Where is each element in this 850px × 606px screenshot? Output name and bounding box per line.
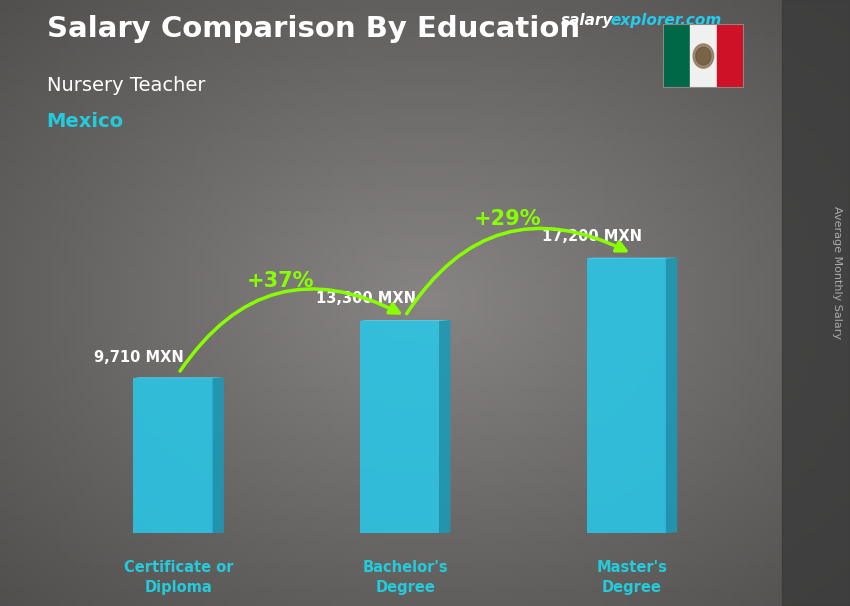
Polygon shape <box>360 321 439 533</box>
Bar <box>663 24 690 88</box>
Text: +29%: +29% <box>473 209 541 229</box>
Text: Bachelor's
Degree: Bachelor's Degree <box>362 561 448 595</box>
Bar <box>690 24 717 88</box>
Text: 9,710 MXN: 9,710 MXN <box>94 350 184 365</box>
Text: Master's
Degree: Master's Degree <box>597 561 667 595</box>
Text: Salary Comparison By Education: Salary Comparison By Education <box>47 15 580 43</box>
Text: +37%: +37% <box>246 271 314 291</box>
Text: 17,200 MXN: 17,200 MXN <box>542 229 642 244</box>
Text: Average Monthly Salary: Average Monthly Salary <box>832 206 842 339</box>
Text: salary: salary <box>561 13 614 28</box>
FancyArrowPatch shape <box>406 228 626 314</box>
Text: 13,300 MXN: 13,300 MXN <box>315 291 416 307</box>
Polygon shape <box>439 320 450 533</box>
Polygon shape <box>212 378 224 533</box>
Polygon shape <box>586 259 666 533</box>
Bar <box>717 24 744 88</box>
Polygon shape <box>586 258 677 259</box>
Text: Certificate or
Diploma: Certificate or Diploma <box>124 561 233 595</box>
Text: explorer.com: explorer.com <box>610 13 722 28</box>
Circle shape <box>693 44 714 68</box>
Polygon shape <box>133 378 212 533</box>
Text: Mexico: Mexico <box>47 112 124 131</box>
Polygon shape <box>360 320 451 321</box>
Bar <box>782 0 850 606</box>
FancyArrowPatch shape <box>180 289 400 371</box>
Polygon shape <box>666 258 677 533</box>
Text: Nursery Teacher: Nursery Teacher <box>47 76 205 95</box>
Circle shape <box>696 47 711 65</box>
